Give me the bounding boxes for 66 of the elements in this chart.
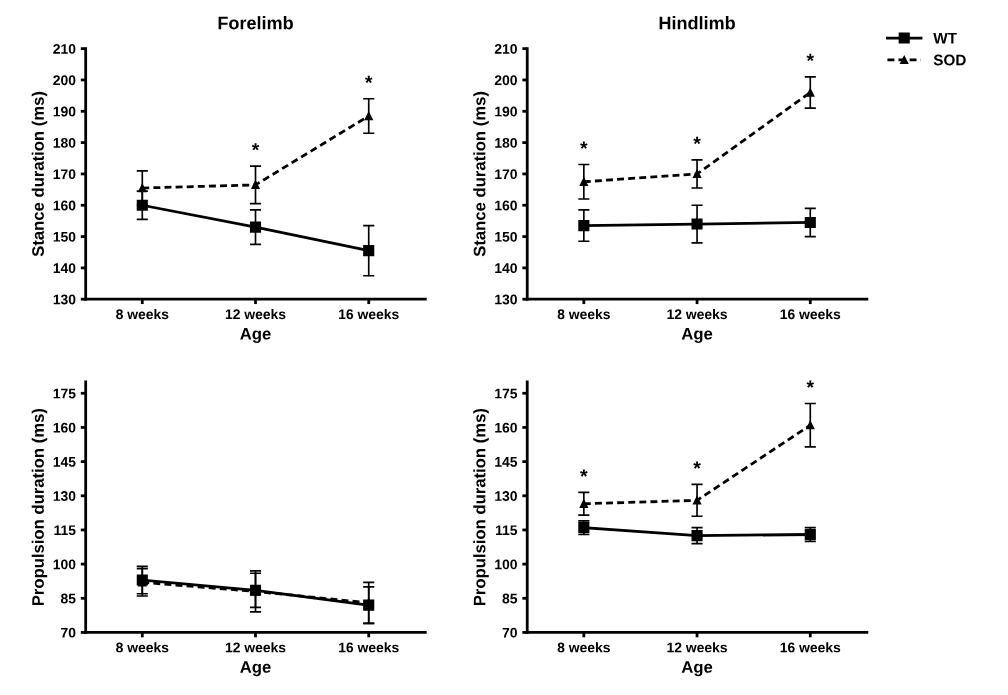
y-tick-label: 190 xyxy=(53,106,76,117)
y-axis-title: Propulsion duration (ms) xyxy=(31,408,48,606)
y-tick-label: 210 xyxy=(494,43,517,54)
y-axis-title: Stance duration (ms) xyxy=(473,91,489,257)
y-tick-label: 115 xyxy=(54,525,76,536)
y-tick-label: 85 xyxy=(502,593,518,604)
legend-label: SOD xyxy=(933,54,966,66)
y-tick-label: 70 xyxy=(502,627,517,638)
y-tick-label: 190 xyxy=(495,106,517,117)
annotation: * xyxy=(251,143,260,151)
y-tick-label: 140 xyxy=(495,263,517,274)
x-tick-label: 8 weeks xyxy=(116,642,169,653)
annotation: * xyxy=(693,136,701,145)
y-tick-label: 175 xyxy=(495,388,518,399)
y-tick-label: 170 xyxy=(53,169,76,180)
y-tick-label: 160 xyxy=(53,200,76,211)
y-tick-label: 170 xyxy=(495,169,517,180)
y-tick-label: 200 xyxy=(53,75,76,86)
annotation: * xyxy=(580,141,588,149)
y-tick-label: 175 xyxy=(53,388,76,399)
y-tick-label: 130 xyxy=(495,294,517,305)
x-tick-label: 16 weeks xyxy=(339,642,399,653)
x-axis-title: Age xyxy=(240,661,271,677)
y-tick-label: 180 xyxy=(495,137,517,148)
y-tick-label: 200 xyxy=(494,75,517,86)
y-tick-label: 130 xyxy=(53,294,76,305)
legend-label: WT xyxy=(933,32,957,44)
y-tick-label: 100 xyxy=(53,559,76,570)
x-axis-title: Age xyxy=(681,661,713,677)
y-axis-title: Stance duration (ms) xyxy=(31,91,48,257)
x-tick-label: 8 weeks xyxy=(116,308,169,320)
x-tick-label: 12 weeks xyxy=(225,308,286,320)
x-tick-label: 8 weeks xyxy=(557,642,610,653)
annotation: * xyxy=(365,75,373,84)
y-tick-label: 115 xyxy=(495,525,518,536)
x-tick-label: 12 weeks xyxy=(667,642,727,653)
y-tick-label: 130 xyxy=(53,491,76,501)
x-tick-label: 8 weeks xyxy=(557,308,610,320)
y-tick-label: 180 xyxy=(53,137,76,148)
y-tick-label: 150 xyxy=(495,231,517,242)
annotation: * xyxy=(693,461,701,469)
chart-title: Forelimb xyxy=(218,16,293,30)
y-tick-label: 150 xyxy=(53,231,76,242)
chart-title: Hindlimb xyxy=(659,16,735,30)
y-tick-label: 160 xyxy=(53,422,76,433)
y-tick-label: 85 xyxy=(60,593,76,604)
x-tick-label: 16 weeks xyxy=(339,308,399,320)
y-tick-label: 70 xyxy=(61,627,76,638)
x-tick-label: 16 weeks xyxy=(780,642,841,653)
y-tick-label: 160 xyxy=(495,200,517,211)
y-axis-title: Propulsion duration (ms) xyxy=(473,408,489,606)
annotation: * xyxy=(806,53,815,62)
x-tick-label: 16 weeks xyxy=(780,308,841,320)
y-tick-label: 130 xyxy=(495,491,517,501)
x-axis-title: Age xyxy=(240,327,271,343)
y-tick-label: 160 xyxy=(495,422,517,433)
y-tick-label: 140 xyxy=(53,263,76,274)
annotation: * xyxy=(806,380,815,388)
y-tick-label: 145 xyxy=(53,457,76,467)
x-tick-label: 12 weeks xyxy=(225,642,286,653)
y-tick-label: 145 xyxy=(495,457,518,467)
x-axis-title: Age xyxy=(681,327,713,343)
x-tick-label: 12 weeks xyxy=(667,308,727,320)
y-tick-label: 100 xyxy=(495,559,517,570)
annotation: * xyxy=(580,469,588,477)
y-tick-label: 210 xyxy=(53,43,76,54)
